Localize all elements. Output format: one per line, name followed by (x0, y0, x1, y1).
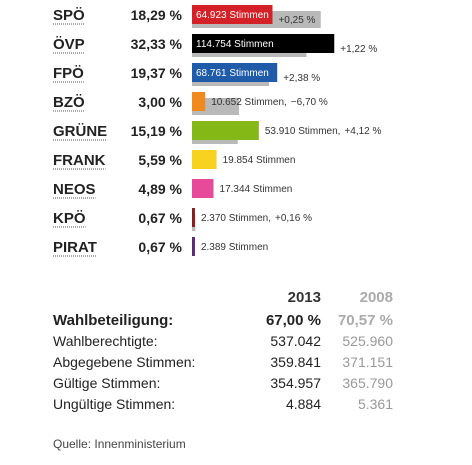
row-value-2013: 359.841 (270, 354, 321, 370)
bar-current (192, 237, 195, 256)
row-label: Ungültige Stimmen: (53, 396, 176, 412)
table-row: Abgegebene Stimmen: 359.841 371.151 (53, 352, 393, 373)
bar-current (192, 179, 214, 198)
row-label: Wahlberechtigte: (53, 333, 158, 349)
row-value-2013: 4.884 (285, 396, 321, 412)
votes-label: 17.344 Stimmen (220, 184, 293, 195)
change-label: +0,16 % (275, 213, 312, 224)
header-year-2013: 2013 (287, 288, 321, 306)
party-label-frank: FRANK (53, 152, 106, 169)
change-label: +2,38 % (283, 73, 320, 84)
change-label: +0,25 % (278, 15, 315, 26)
row-label: Wahlbeteiligung: (53, 312, 174, 329)
header-label (53, 284, 233, 310)
percent-label: 19,37 % (131, 65, 183, 81)
turnout-table: 2013 2008 Wahlbeteiligung: 67,00 % 70,57… (53, 284, 393, 415)
party-label-grüne: GRÜNE (53, 123, 107, 140)
row-value-2008: 371.151 (342, 354, 393, 370)
table-row: Gültige Stimmen: 354.957 365.790 (53, 373, 393, 394)
row-value-2008: 365.790 (342, 375, 393, 391)
header-year-2008: 2008 (359, 288, 393, 306)
percent-label: 18,29 % (131, 7, 183, 23)
percent-label: 0,67 % (138, 239, 182, 255)
row-value-2008: 70,57 % (337, 312, 393, 329)
source-note: Quelle: Innenministerium (53, 437, 186, 451)
row-value-2013: 354.957 (270, 375, 321, 391)
table-header-row: 2013 2008 (53, 284, 393, 310)
bar-current (192, 34, 335, 53)
party-label-övp: ÖVP (53, 36, 85, 53)
party-label-pirat: PIRAT (53, 239, 97, 256)
bar-current (192, 5, 273, 24)
party-label-neos: NEOS (53, 181, 96, 198)
row-value-2008: 525.960 (342, 333, 393, 349)
row-value-2013: 67,00 % (265, 312, 321, 329)
party-label-fpö: FPÖ (53, 65, 84, 82)
bar-current (192, 150, 217, 169)
bar-current (192, 92, 206, 111)
percent-label: 32,33 % (131, 36, 183, 52)
percent-label: 4,89 % (138, 181, 182, 197)
table-row: Wahlberechtigte: 537.042 525.960 (53, 331, 393, 352)
election-bar-chart: SPÖ 18,29 % 64.923 Stimmen +0,25 % ÖVP 32,33 … (53, 5, 382, 257)
votes-label: 114.754 Stimmen (196, 39, 274, 50)
votes-label: 2.389 Stimmen (201, 242, 268, 253)
percent-label: 3,00 % (138, 94, 182, 110)
row-label: Gültige Stimmen: (53, 375, 161, 391)
votes-label: 2.370 Stimmen, (201, 213, 271, 224)
percent-label: 15,19 % (131, 123, 183, 139)
party-label-spö: SPÖ (53, 7, 85, 24)
bar-current (192, 208, 195, 227)
row-label: Abgegebene Stimmen: (53, 354, 196, 370)
percent-label: 0,67 % (138, 210, 182, 226)
party-label-kpö: KPÖ (53, 210, 86, 227)
votes-label: 19.854 Stimmen (223, 155, 296, 166)
bar-current (192, 63, 278, 82)
party-label-bzö: BZÖ (53, 94, 85, 111)
votes-label: 64.923 Stimmen (196, 10, 269, 21)
row-value-2013: 537.042 (270, 333, 321, 349)
votes-label: 10.652 Stimmen, (211, 97, 287, 108)
percent-label: 5,59 % (138, 152, 182, 168)
table-row: Wahlbeteiligung: 67,00 % 70,57 % (53, 310, 393, 331)
change-label: +1,22 % (340, 44, 377, 55)
row-value-2008: 5.361 (357, 396, 393, 412)
bar-current (192, 121, 259, 140)
votes-label: 53.910 Stimmen, (265, 126, 341, 137)
table-row: Ungültige Stimmen: 4.884 5.361 (53, 394, 393, 415)
change-label: +4,12 % (344, 126, 381, 137)
votes-label: 68.761 Stimmen (196, 68, 269, 79)
change-label: −6,70 % (291, 97, 328, 108)
